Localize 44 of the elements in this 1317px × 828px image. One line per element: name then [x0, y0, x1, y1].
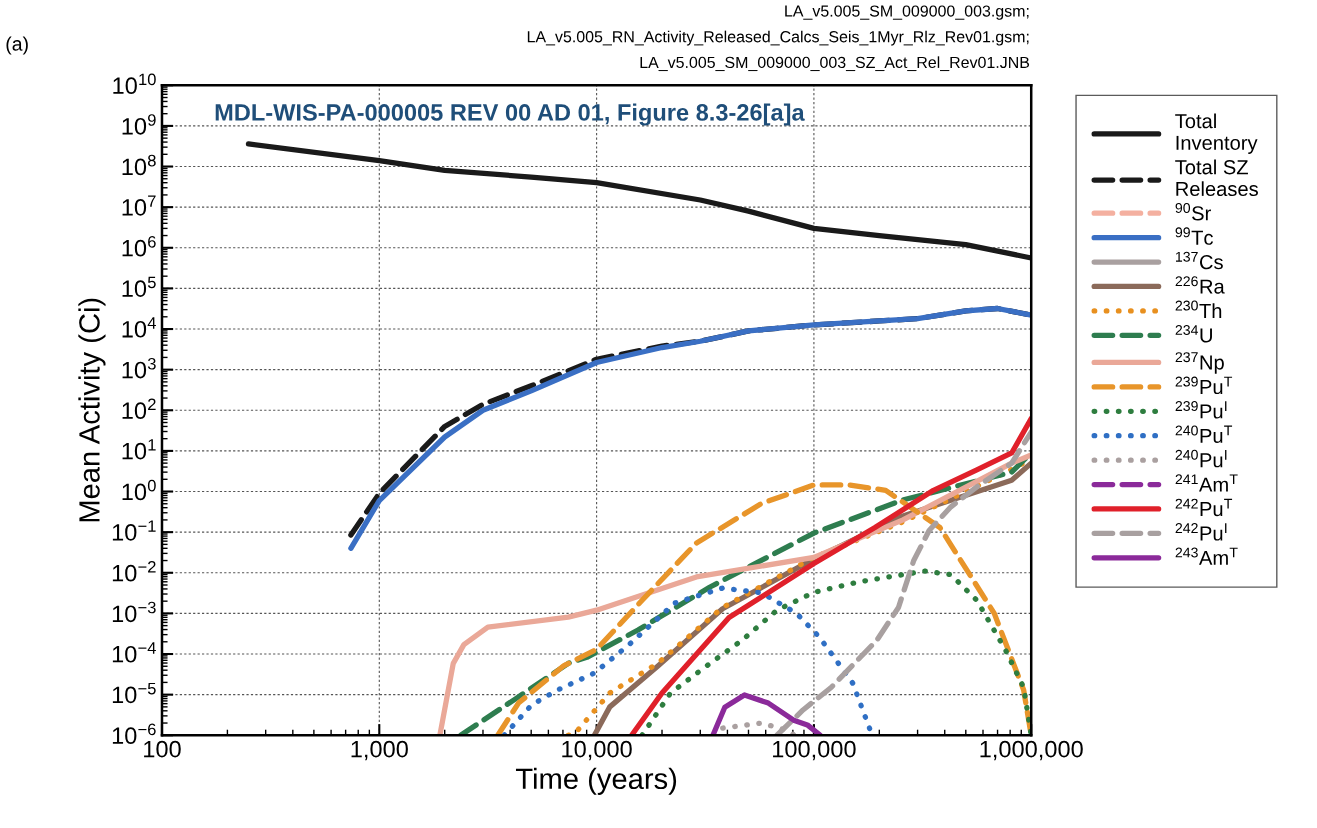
text: LA_v5.005_SM_009000_003.gsm; — [785, 5, 1029, 20]
legend-label: $^{237}$Np — [1175, 352, 1224, 374]
y-tick-label: 10$^{7}$ — [122, 195, 156, 216]
y-tick-label: 10$^{1}$ — [122, 439, 156, 460]
legend-label: Total Inventory — [1175, 113, 1258, 154]
y-tick-label: 10$^{−5}$ — [112, 682, 156, 704]
legend-label: Total SZ Releases — [1175, 159, 1258, 197]
text: LA_v5.005_RN_Activity_Released_Calcs_Seis_1Myr_Rlz_Rev01.gsm; — [527, 30, 1029, 46]
legend-label: $^{239}$Pu$^{T}$ — [1175, 376, 1233, 395]
x-tick-label: 100,000 — [773, 740, 856, 761]
text: LA_v5.005_SM_009000_003_SZ_Act_Rel_Rev01.JNB — [640, 56, 1030, 72]
legend-label: $^{90}$Sr — [1175, 202, 1211, 221]
y-tick-label: 10$^{4}$ — [122, 317, 156, 338]
y-tick-label: 10$^{5}$ — [122, 276, 156, 297]
y-tick-label: 10$^{6}$ — [122, 236, 156, 257]
x-tick-label: 10,000 — [562, 740, 632, 761]
y-tick-label: 10$^{−4}$ — [112, 642, 156, 663]
y-tick-label: 10$^{8}$ — [122, 154, 156, 176]
legend-label: $^{241}$Am$^{T}$ — [1175, 474, 1238, 492]
y-axis-title: Mean Activity (Ci) — [78, 298, 106, 522]
legend-label: $^{240}$Pu$^{I}$ — [1175, 449, 1227, 468]
annotation: MDL-WIS-PA-000005 REV 00 AD 01, Figure 8.3-26[a]a — [215, 103, 805, 126]
y-tick-label: 10$^{0}$ — [122, 479, 156, 501]
x-tick-label: 1,000 — [351, 740, 408, 761]
y-tick-label: 10$^{−2}$ — [112, 561, 156, 582]
legend-label: $^{242}$Pu$^{T}$ — [1175, 498, 1233, 517]
y-tick-label: 10$^{10}$ — [113, 73, 156, 95]
legend-label: $^{234}$U — [1175, 325, 1212, 343]
legend-label: $^{242}$Pu$^{I}$ — [1175, 523, 1227, 541]
legend-label: $^{243}$Am$^{T}$ — [1175, 547, 1238, 565]
legend-label: $^{239}$Pu$^{I}$ — [1175, 401, 1227, 419]
y-tick-label: 10$^{−1}$ — [112, 520, 156, 541]
text: (a) — [6, 36, 28, 55]
legend-label: $^{137}$Cs — [1175, 251, 1223, 270]
y-tick-label: 10$^{−3}$ — [112, 601, 156, 623]
y-tick-label: 10$^{2}$ — [122, 398, 156, 420]
x-tick-label: 1,000,000 — [980, 740, 1083, 761]
y-tick-label: 10$^{3}$ — [122, 357, 156, 379]
y-tick-label: 10$^{9}$ — [122, 114, 156, 135]
x-axis-title: Time (years) — [515, 767, 677, 795]
legend-label: $^{99}$Tc — [1175, 227, 1213, 245]
legend-label: $^{230}$Th — [1175, 300, 1222, 318]
legend-label: $^{226}$Ra — [1175, 276, 1225, 294]
legend-label: $^{240}$Pu$^{T}$ — [1175, 425, 1233, 443]
